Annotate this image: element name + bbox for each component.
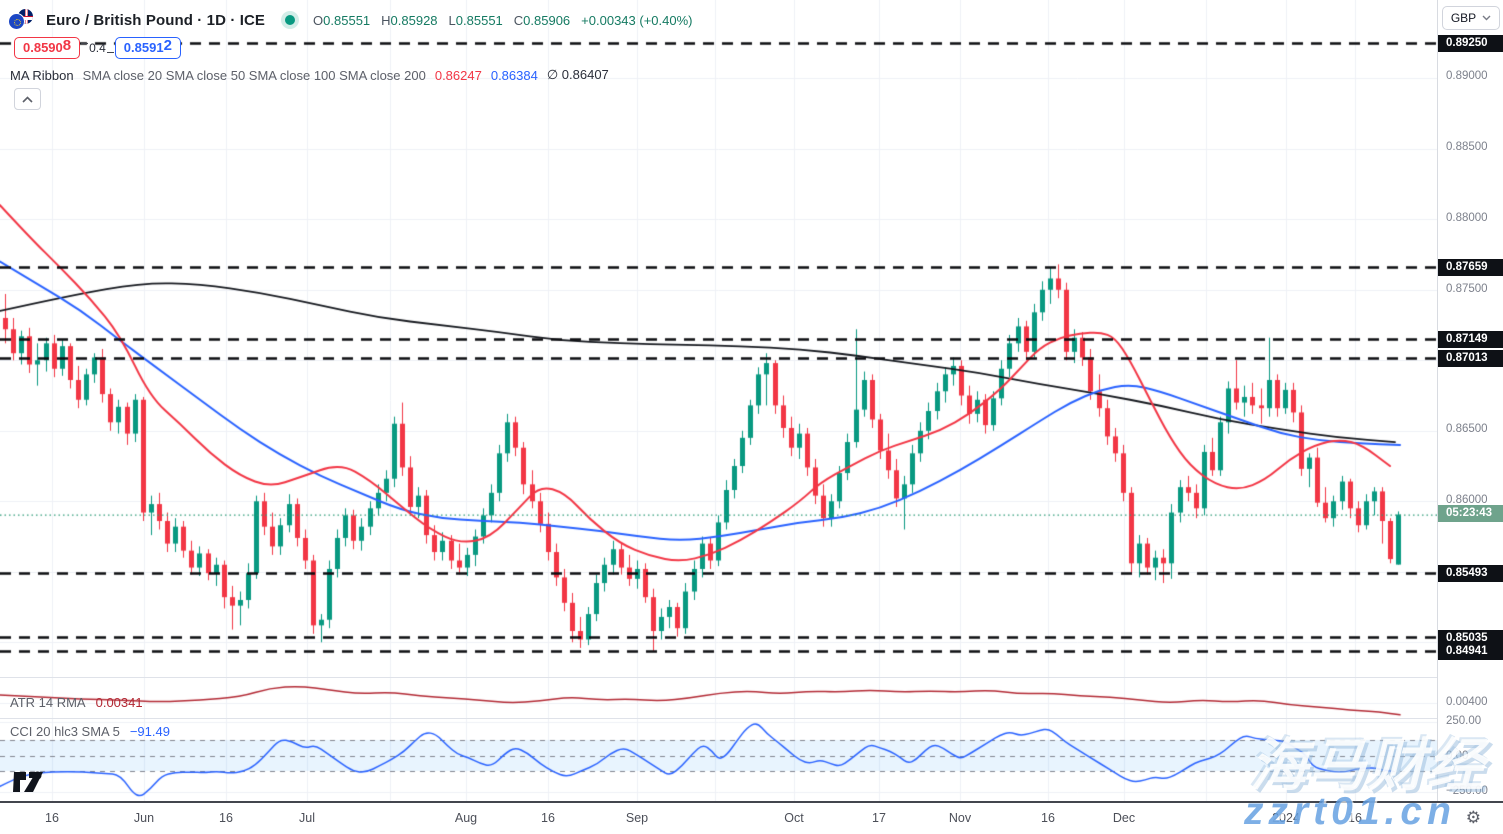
price-level-badge: 0.87013 xyxy=(1438,350,1503,367)
exchange-label: ICE xyxy=(239,11,266,29)
price-tick-label: 0.89000 xyxy=(1446,70,1488,82)
price-level-badge: 0.87659 xyxy=(1438,259,1503,276)
ohlc-item: O0.85551 xyxy=(313,12,371,28)
interval-label: 1D xyxy=(206,11,227,29)
ohlc-values: O0.85551 H0.85928 L0.85551 C0.85906 +0.00343… xyxy=(313,13,692,28)
ohlc-item: H0.85928 xyxy=(381,12,438,28)
price-level-badge: 0.87149 xyxy=(1438,331,1503,348)
sma-average-value: ∅ 0.86407 xyxy=(546,67,609,82)
time-axis-label: Aug xyxy=(454,811,478,825)
price-level-badge: 0.85035 xyxy=(1438,630,1503,647)
price-tick-label: 0.00400 xyxy=(1446,696,1488,708)
price-level-badge: 0.89250 xyxy=(1438,35,1503,52)
atr-title: ATR 14 RMA xyxy=(10,695,86,710)
pane-divider[interactable] xyxy=(0,718,1503,719)
chevron-up-icon xyxy=(22,95,33,103)
sell-button[interactable]: 0.85908 xyxy=(14,36,81,59)
time-axis-label: 16 xyxy=(1348,811,1362,825)
symbol-pair-icon xyxy=(8,8,40,32)
time-axis-label: Jul xyxy=(299,811,315,825)
spread-value: 0.4 xyxy=(80,41,115,55)
sma20-value: 0.86247 xyxy=(434,67,482,83)
time-axis-label: 16 xyxy=(541,811,555,825)
price-level-badge: 0.84941 xyxy=(1438,643,1503,660)
atr-value: 0.00341 xyxy=(95,695,143,710)
time-axis-label: Dec xyxy=(1112,811,1136,825)
time-axis-label: Jun xyxy=(133,811,155,825)
price-tick-label: 0.86000 xyxy=(1446,494,1488,506)
collapse-legend-button[interactable] xyxy=(14,88,41,110)
cci-legend[interactable]: CCI 20 hlc3 SMA 5 −91.49 xyxy=(10,724,170,739)
symbol-title[interactable]: Euro / British Pound · 1D · ICE xyxy=(46,11,266,29)
gear-icon[interactable]: ⚙ xyxy=(1465,808,1481,827)
chart-canvas[interactable] xyxy=(0,0,1437,801)
pane-divider[interactable] xyxy=(0,677,1503,678)
time-axis-label: 17 xyxy=(872,811,886,825)
time-axis-label: 16 xyxy=(45,811,59,825)
time-axis-label: 16 xyxy=(219,811,233,825)
time-axis-label: Sep xyxy=(625,811,649,825)
cci-title: CCI 20 hlc3 SMA 5 xyxy=(10,724,120,739)
change-value: +0.00343 (+0.40%) xyxy=(581,12,693,28)
cci-value: −91.49 xyxy=(129,724,170,739)
price-tick-label: 0.00 xyxy=(1446,750,1469,762)
time-axis-label: Oct xyxy=(784,811,804,825)
eu-flag-icon xyxy=(8,13,25,30)
indicator-params: SMA close 20 SMA close 50 SMA close 100 … xyxy=(82,67,426,83)
price-tick-label: 0.88500 xyxy=(1446,141,1488,153)
ohlc-item: C0.85906 xyxy=(513,12,571,28)
ma-ribbon-legend[interactable]: MA Ribbon SMA close 20 SMA close 50 SMA … xyxy=(10,67,609,83)
sma50-value: 0.86384 xyxy=(490,67,538,83)
tradingview-logo[interactable] xyxy=(13,769,50,798)
price-tick-label: 0.88000 xyxy=(1446,212,1488,224)
indicator-title: MA Ribbon xyxy=(10,67,74,83)
price-level-badge: 0.85493 xyxy=(1438,565,1503,582)
atr-legend[interactable]: ATR 14 RMA 0.00341 xyxy=(10,695,143,710)
time-axis-label: 2024 xyxy=(1272,811,1300,825)
price-tick-label: 0.87500 xyxy=(1446,283,1488,295)
ohlc-item: L0.85551 xyxy=(448,12,503,28)
countdown-badge: 05:23:43 xyxy=(1438,505,1503,522)
price-tick-label: 250.00 xyxy=(1446,715,1482,727)
time-axis-label: Nov xyxy=(948,811,972,825)
price-tick-label: 0.86500 xyxy=(1446,423,1488,435)
chevron-down-icon xyxy=(1482,15,1491,21)
price-scale[interactable]: GBP 0.89000 0.88500 0.88000 0.87500 0.86500 0… xyxy=(1437,0,1503,801)
time-axis-label: 16 xyxy=(1041,811,1055,825)
time-axis[interactable]: ⚙ 16 Jun 16 Jul Aug 16 Sep Oct 17 Nov 16 Dec 2024 16 xyxy=(0,801,1503,834)
buy-button[interactable]: 0.85912 xyxy=(114,36,181,59)
price-tick-label: −250.00 xyxy=(1446,785,1488,797)
market-status-icon[interactable] xyxy=(281,11,300,29)
currency-unit-button[interactable]: GBP xyxy=(1442,6,1500,30)
